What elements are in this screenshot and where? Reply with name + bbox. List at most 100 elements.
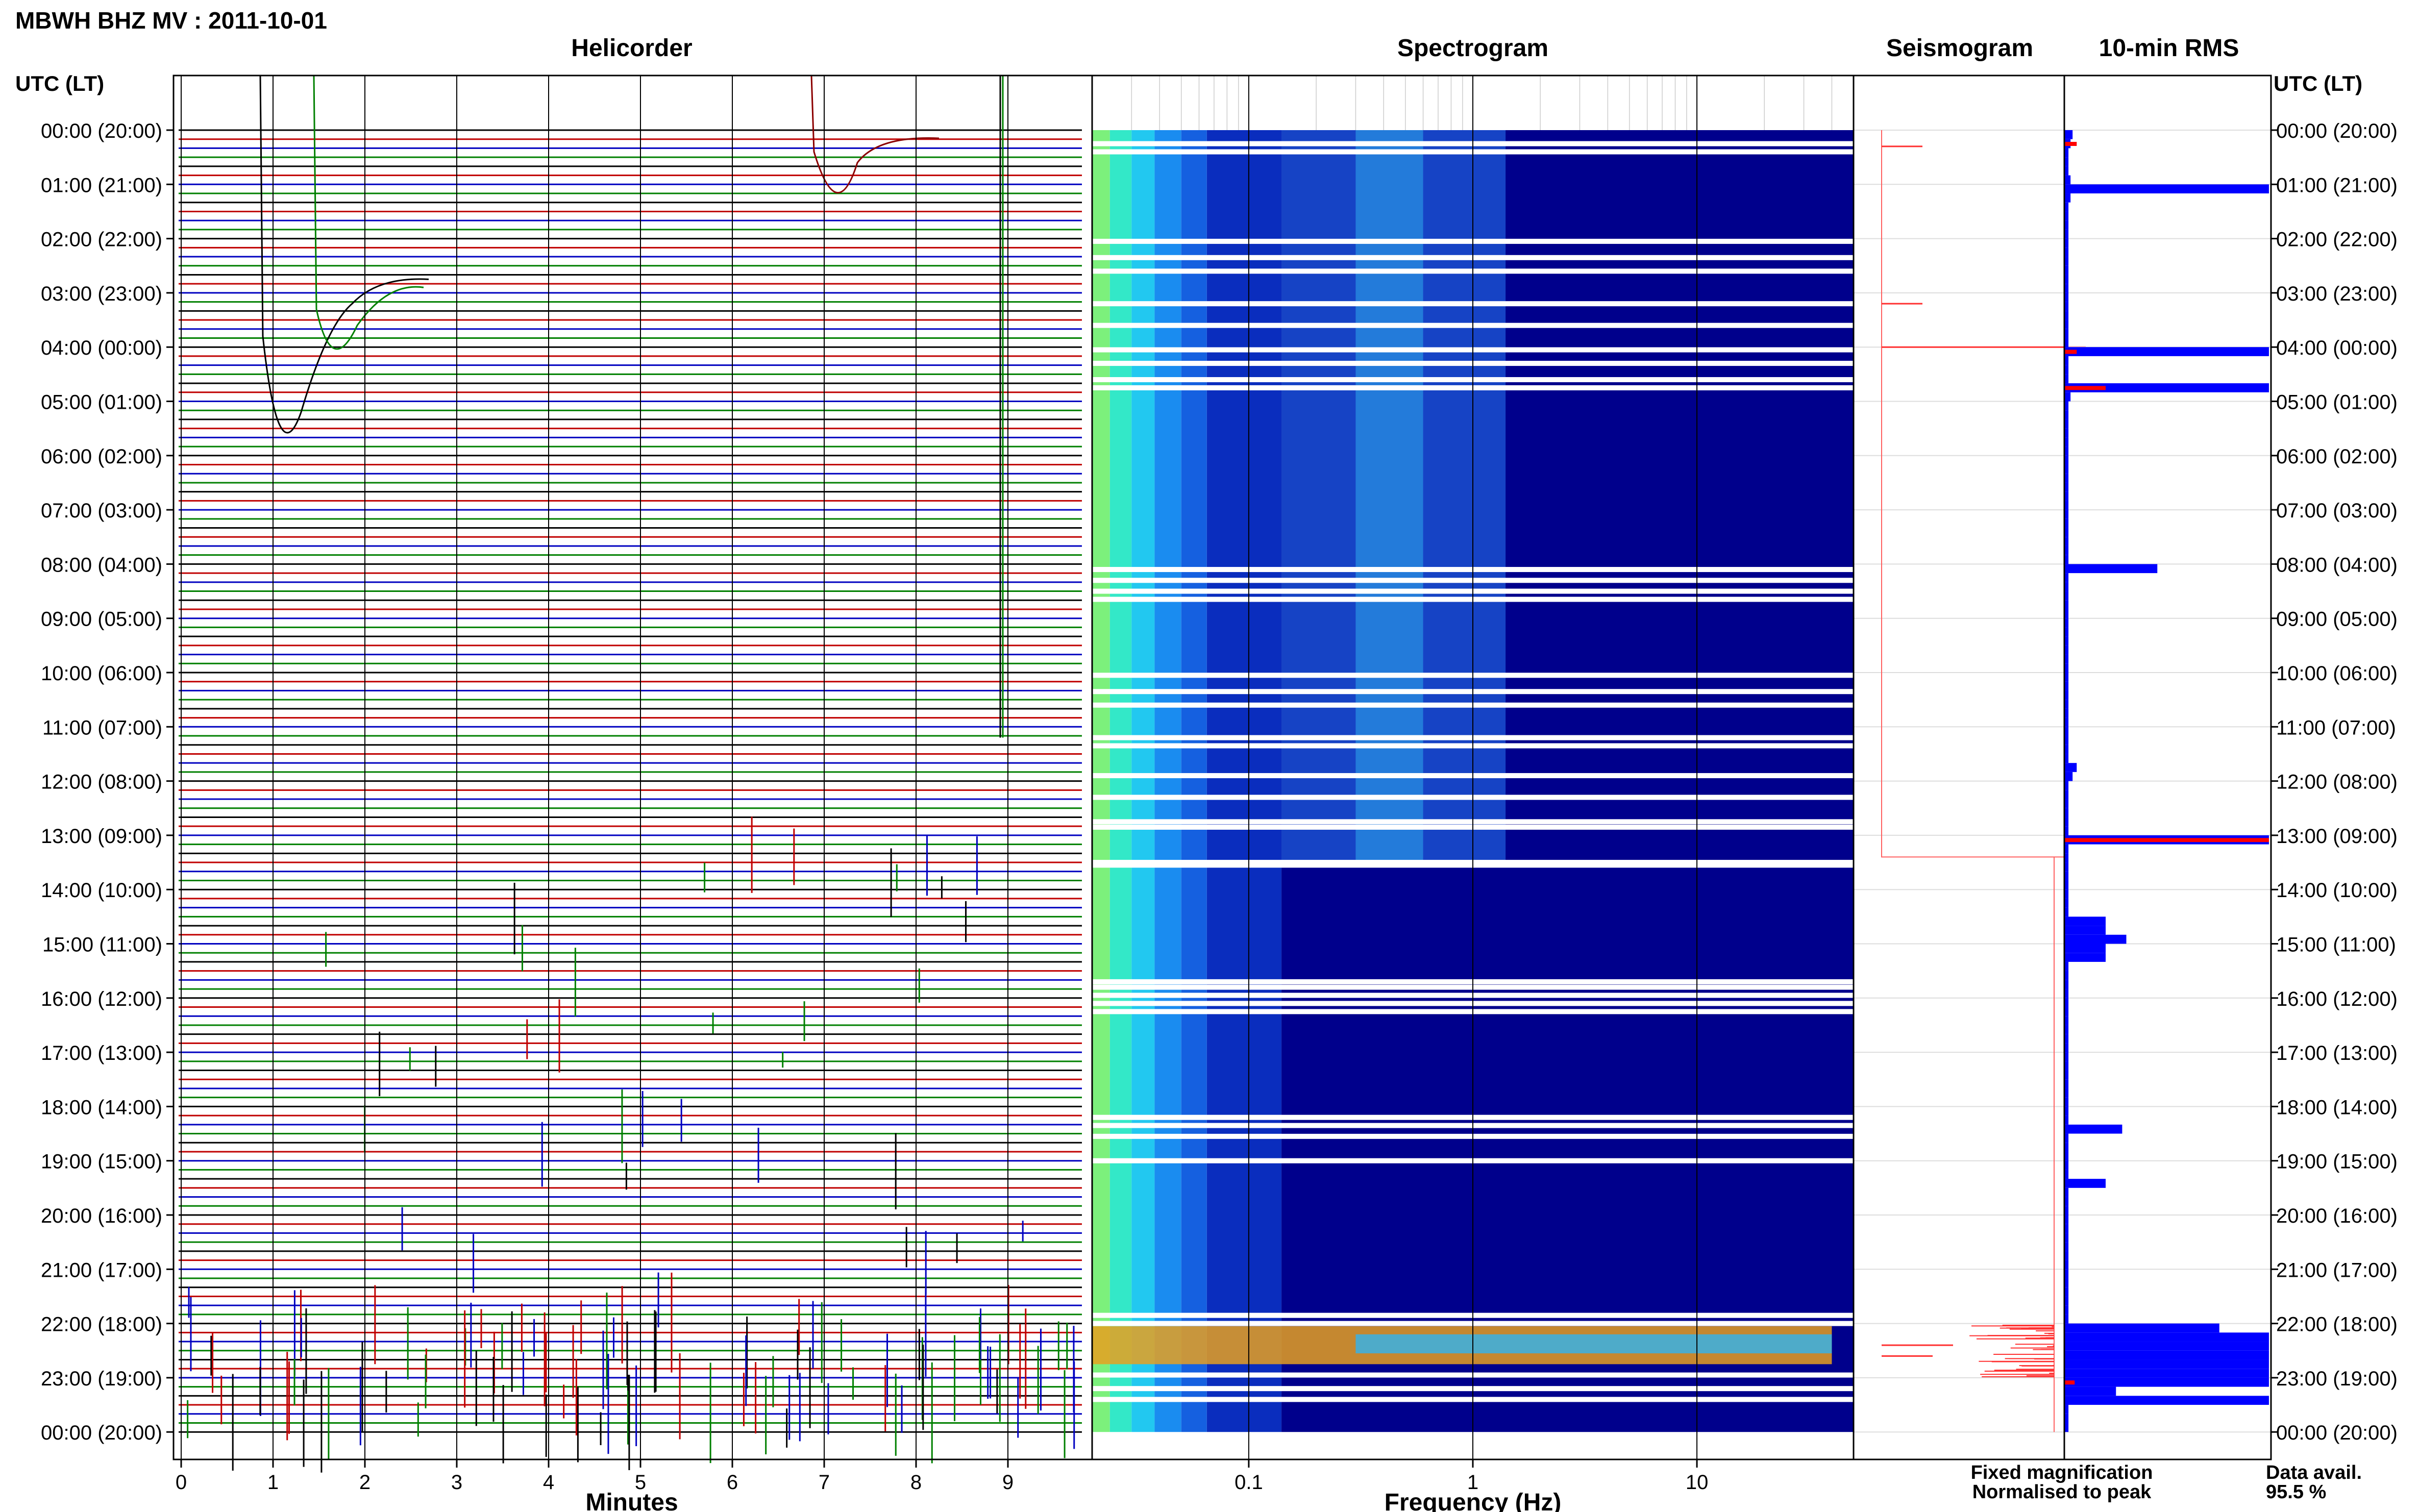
rms-bar-fixed — [2064, 130, 2073, 139]
rms-bar-fixed — [2064, 220, 2069, 230]
rms-bar-normalised — [2064, 350, 2077, 354]
rms-bar-fixed — [2064, 292, 2069, 302]
legend-fixed-magnification: Fixed magnification — [1971, 1462, 2153, 1483]
hour-label-left: 04:00 (00:00) — [41, 337, 162, 359]
hour-label-left: 11:00 (07:00) — [42, 716, 162, 739]
rms-bar-fixed — [2064, 700, 2069, 709]
rms-bar-fixed — [2064, 971, 2069, 980]
rms-bar-fixed — [2064, 148, 2069, 158]
rms-bar-fixed — [2064, 1160, 2069, 1170]
helicorder-xlabel: Minutes — [585, 1489, 678, 1512]
hour-label-left: 05:00 (01:00) — [41, 391, 162, 414]
helicorder-tick-label: 0 — [176, 1471, 187, 1494]
rms-bar-fixed — [2064, 229, 2069, 239]
helicorder-tick-label: 5 — [635, 1471, 646, 1494]
rms-bar-fixed — [2064, 1396, 2269, 1405]
hour-label-left: 22:00 (18:00) — [41, 1313, 162, 1336]
rms-bar-fixed — [2064, 546, 2069, 555]
rms-bar-fixed — [2064, 1386, 2116, 1396]
rms-bar-fixed — [2064, 383, 2269, 392]
hour-label-right: 15:00 (11:00) — [2276, 934, 2396, 956]
spectrogram-xlabel: Frequency (Hz) — [1385, 1489, 1562, 1512]
spectrogram-band — [1181, 130, 1207, 1432]
rms-bar-fixed — [2064, 727, 2069, 736]
rms-bar-fixed — [2064, 763, 2077, 772]
rms-bar-fixed — [2064, 1124, 2122, 1134]
rms-bar-fixed — [2064, 1359, 2269, 1369]
rms-bar-fixed — [2064, 926, 2106, 935]
spectrogram-band — [1131, 130, 1155, 1432]
rms-bar-fixed — [2064, 654, 2069, 664]
hour-label-left: 13:00 (09:00) — [41, 825, 162, 848]
rms-bar-fixed — [2064, 320, 2069, 329]
hour-label-right: 02:00 (22:00) — [2276, 229, 2398, 251]
rms-bar-fixed — [2064, 1405, 2069, 1414]
rms-bar-fixed — [2064, 537, 2069, 546]
rms-bar-fixed — [2064, 564, 2158, 574]
rms-bar-fixed — [2064, 980, 2069, 989]
rms-bar-fixed — [2064, 790, 2069, 800]
rms-bar-fixed — [2064, 627, 2069, 637]
hour-label-right: 13:00 (09:00) — [2276, 825, 2398, 848]
rms-bar-fixed — [2064, 998, 2069, 1007]
rms-bar-fixed — [2064, 1233, 2069, 1243]
rms-bar-fixed — [2064, 880, 2069, 890]
rms-bar-fixed — [2064, 302, 2069, 311]
rms-bar-fixed — [2064, 1070, 2069, 1080]
hour-label-left: 01:00 (21:00) — [41, 174, 162, 196]
rms-bar-fixed — [2064, 781, 2069, 790]
rms-bar-fixed — [2064, 609, 2069, 618]
hour-label-right: 06:00 (02:00) — [2276, 445, 2398, 468]
hour-label-right: 17:00 (13:00) — [2276, 1042, 2398, 1064]
rms-bar-fixed — [2064, 953, 2106, 962]
rms-bar-fixed — [2064, 871, 2069, 881]
rms-bar-fixed — [2064, 265, 2069, 275]
rms-bar-fixed — [2064, 690, 2069, 700]
rms-bar-fixed — [2064, 482, 2069, 492]
spectrogram-band — [1154, 130, 1181, 1432]
hour-label-right: 03:00 (23:00) — [2276, 283, 2398, 305]
rms-bar-fixed — [2064, 618, 2069, 628]
hour-label-left: 15:00 (11:00) — [42, 934, 162, 956]
rms-bar-fixed — [2064, 1242, 2069, 1251]
helicorder-tick-label: 1 — [267, 1471, 279, 1494]
rms-bar-normalised — [2064, 838, 2269, 842]
helicorder-tick-label: 4 — [543, 1471, 554, 1494]
hour-label-right: 10:00 (06:00) — [2276, 662, 2398, 685]
rms-bar-fixed — [2064, 1106, 2069, 1116]
hour-label-right: 23:00 (19:00) — [2276, 1368, 2398, 1390]
rms-bar-fixed — [2064, 184, 2269, 194]
rms-bar-fixed — [2064, 1296, 2069, 1306]
hour-label-right: 11:00 (07:00) — [2276, 716, 2396, 739]
utc-header-left: UTC (LT) — [15, 71, 104, 95]
rms-bar-fixed — [2064, 1414, 2069, 1423]
legend-normalised-to-peak: Normalised to peak — [1972, 1481, 2152, 1503]
rms-bar-fixed — [2064, 1260, 2069, 1270]
rms-bar-fixed — [2064, 1034, 2069, 1044]
hour-label-left: 10:00 (06:00) — [41, 662, 162, 685]
rms-bar-fixed — [2064, 211, 2069, 221]
hour-label-left: 23:00 (19:00) — [41, 1368, 162, 1390]
rms-bar-fixed — [2064, 401, 2069, 411]
rms-bar-fixed — [2064, 1187, 2069, 1197]
rms-bar-fixed — [2064, 1143, 2069, 1152]
helicorder-event-wave — [259, 75, 429, 434]
rms-bar-fixed — [2064, 736, 2069, 745]
helicorder-title: Helicorder — [571, 35, 692, 62]
spectrogram-activity — [1355, 1334, 1832, 1354]
hour-label-left: 21:00 (17:00) — [41, 1259, 162, 1281]
rms-bar-fixed — [2064, 772, 2073, 781]
helicorder-tick-label: 9 — [1002, 1471, 1014, 1494]
rms-bar-fixed — [2064, 681, 2069, 691]
rms-bar-fixed — [2064, 1170, 2069, 1179]
rms-bar-fixed — [2064, 510, 2069, 519]
spectrogram-panel: 0.1 1 10 — [1091, 75, 1855, 1494]
rms-bar-fixed — [2064, 374, 2069, 384]
seismogram-panel — [1853, 75, 2086, 1460]
rms-bar-fixed — [2064, 1151, 2069, 1161]
hour-label-left: 00:00 (20:00) — [41, 1422, 162, 1444]
hour-label-left: 18:00 (14:00) — [41, 1096, 162, 1119]
rms-bar-fixed — [2064, 284, 2069, 293]
rms-bar-fixed — [2064, 356, 2069, 365]
rms-bar-fixed — [2064, 708, 2069, 718]
